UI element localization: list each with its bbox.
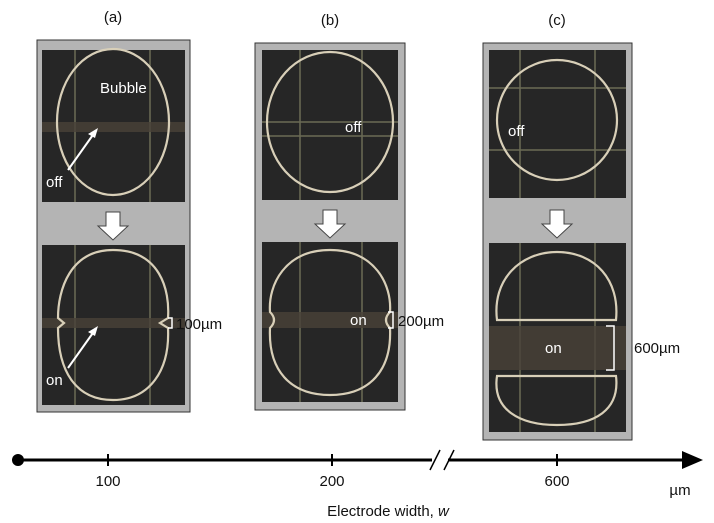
axis-variable: w <box>438 503 450 520</box>
panel-a: (a) Bubble off on 100µm <box>37 9 222 412</box>
figure: (a) Bubble off on 100µm (b) off on <box>0 0 714 523</box>
bubble-label: Bubble <box>100 80 147 97</box>
off-label: off <box>46 174 63 191</box>
image-off <box>262 50 398 200</box>
panel-b: (b) off on 200µm <box>255 12 444 410</box>
axis: 100 200 600 µm Electrode width, w <box>12 448 703 520</box>
on-label: on <box>46 372 63 389</box>
axis-title: Electrode width, w <box>327 503 450 520</box>
off-label: off <box>345 119 362 136</box>
on-label: on <box>350 312 367 329</box>
panel-label: (b) <box>321 12 339 29</box>
tick-label: 200 <box>319 473 344 490</box>
off-label: off <box>508 123 525 140</box>
tick-label: 100 <box>95 473 120 490</box>
scale-label: 600µm <box>634 340 680 357</box>
scale-label: 100µm <box>176 316 222 333</box>
axis-title-text: Electrode width, <box>327 503 438 520</box>
panel-c: (c) off on 600µm <box>483 12 680 440</box>
on-label: on <box>545 340 562 357</box>
scale-label: 200µm <box>398 313 444 330</box>
unit-label: µm <box>669 482 690 499</box>
panel-label: (c) <box>548 12 566 29</box>
panel-label: (a) <box>104 9 122 26</box>
tick-label: 600 <box>544 473 569 490</box>
